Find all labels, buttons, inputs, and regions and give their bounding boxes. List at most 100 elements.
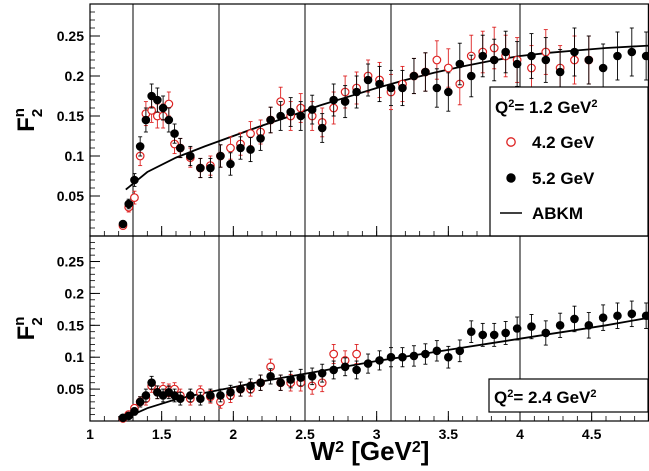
filled-circle-marker: [276, 111, 285, 121]
data-point-5p2-gev: [598, 43, 608, 93]
x-tick-label: 3: [373, 426, 381, 442]
data-point-5p2-gev: [444, 345, 453, 369]
data-point-5p2-gev: [466, 320, 476, 343]
filled-circle-marker: [216, 391, 225, 400]
data-point-5p2-gev: [216, 388, 225, 403]
x-label-unit: [GeV: [344, 436, 413, 466]
filled-circle-marker: [527, 322, 536, 331]
data-point-5p2-gev: [170, 388, 179, 403]
filled-circle-marker: [286, 375, 295, 384]
filled-circle-marker: [501, 47, 510, 57]
data-point-5p2-gev: [317, 363, 327, 383]
filled-circle-marker: [541, 328, 551, 338]
data-point-5p2-gev: [317, 113, 327, 143]
data-point-5p2-gev: [627, 27, 637, 77]
filled-circle-marker: [196, 163, 205, 173]
top-legend-box: [489, 86, 649, 237]
filled-circle-marker: [147, 378, 156, 388]
data-point-5p2-gev: [613, 31, 622, 81]
filled-circle-marker: [170, 129, 179, 138]
filled-circle-marker: [613, 311, 622, 321]
filled-circle-marker: [296, 111, 306, 121]
legend-filled-circle-marker: [506, 173, 516, 183]
bottom-y-label-base: F: [13, 326, 40, 341]
data-point-5p2-gev: [226, 384, 235, 400]
filled-circle-marker: [124, 411, 133, 421]
filled-circle-marker: [276, 378, 285, 388]
filled-circle-marker: [147, 91, 156, 101]
data-point-5p2-gev: [527, 314, 536, 340]
filled-circle-marker: [512, 324, 522, 333]
data-point-5p2-gev: [432, 340, 442, 362]
x-tick-label: 1: [86, 426, 94, 442]
data-point-5p2-gev: [130, 407, 139, 416]
filled-circle-marker: [266, 115, 275, 125]
x-tick-label: 2.5: [295, 426, 315, 442]
y-tick-label: 0.25: [57, 28, 84, 44]
data-point-5p2-gev: [409, 345, 419, 367]
filled-circle-marker: [455, 346, 465, 356]
filled-circle-marker: [340, 362, 350, 372]
filled-circle-marker: [141, 391, 151, 400]
top-legend-q-unit-sup: 2: [591, 98, 597, 110]
filled-circle-marker: [570, 47, 579, 57]
filled-circle-marker: [296, 373, 306, 382]
top-y-label-base: F: [13, 117, 40, 132]
data-point-5p2-gev: [141, 388, 151, 403]
filled-circle-marker: [409, 351, 419, 361]
data-point-5p2-gev: [153, 87, 162, 113]
top-panel-y-tick-labels: 0.05 0.1 0.15 0.2 0.25: [57, 28, 84, 204]
data-point-5p2-gev: [512, 316, 522, 341]
data-point-5p2-gev: [147, 83, 156, 109]
top-panel-legend: Q2= 1.2 GeV2 4.2 GeV 5.2 GeV ABKM: [489, 86, 649, 237]
x-label-unit-sup: 2: [412, 439, 421, 456]
bottom-legend-q-unit-sup: 2: [590, 388, 596, 400]
data-point-5p2-gev: [276, 374, 285, 391]
data-point-5p2-gev: [541, 37, 551, 83]
filled-circle-marker: [352, 87, 361, 97]
filled-circle-marker: [613, 51, 622, 61]
data-point-5p2-gev: [598, 304, 608, 331]
data-point-5p2-gev: [340, 357, 350, 377]
filled-circle-marker: [135, 142, 145, 151]
filled-circle-marker: [541, 55, 551, 65]
data-point-5p2-gev: [286, 370, 295, 389]
data-point-5p2-gev: [570, 305, 579, 333]
filled-circle-marker: [363, 75, 373, 85]
data-point-5p2-gev: [455, 339, 465, 363]
y-tick-label: 0.15: [57, 317, 84, 333]
legend-entry-4p2-gev: 4.2 GeV: [506, 133, 595, 152]
filled-circle-marker: [153, 95, 162, 105]
data-point-5p2-gev: [627, 300, 637, 328]
filled-circle-marker: [130, 407, 139, 416]
data-point-5p2-gev: [584, 35, 594, 85]
data-point-5p2-gev: [398, 347, 407, 368]
bottom-panel-x-tick-labels: 1 1.5 2 2.5 3 3.5 4 4.5: [86, 426, 602, 442]
filled-circle-marker: [186, 151, 195, 161]
filled-circle-marker: [307, 105, 317, 114]
top-panel-y-ticks: [90, 11, 100, 229]
filled-circle-marker: [512, 59, 522, 69]
y-tick-label: 0.05: [57, 381, 84, 397]
x-tick-label: 4: [516, 426, 524, 442]
filled-circle-marker: [584, 321, 594, 330]
filled-circle-marker: [398, 352, 407, 362]
filled-circle-marker: [135, 397, 145, 407]
open-circle-marker: [226, 143, 235, 153]
filled-circle-marker: [641, 311, 649, 321]
open-circle-marker: [130, 193, 139, 203]
filled-circle-marker: [444, 352, 453, 362]
filled-circle-marker: [489, 330, 499, 340]
data-point-5p2-gev: [466, 54, 476, 98]
data-point-5p2-gev: [206, 157, 215, 179]
data-point-5p2-gev: [432, 68, 442, 108]
bottom-panel-y-tick-labels: 0.05 0.1 0.15 0.2 0.25: [57, 254, 84, 398]
x-label-sup: 2: [335, 439, 344, 456]
filled-circle-marker: [598, 63, 608, 73]
legend-label-abkm: ABKM: [532, 204, 583, 223]
filled-circle-marker: [432, 346, 442, 356]
legend-entry-abkm: ABKM: [500, 204, 583, 223]
filled-circle-marker: [555, 67, 565, 77]
filled-circle-marker: [329, 95, 338, 105]
